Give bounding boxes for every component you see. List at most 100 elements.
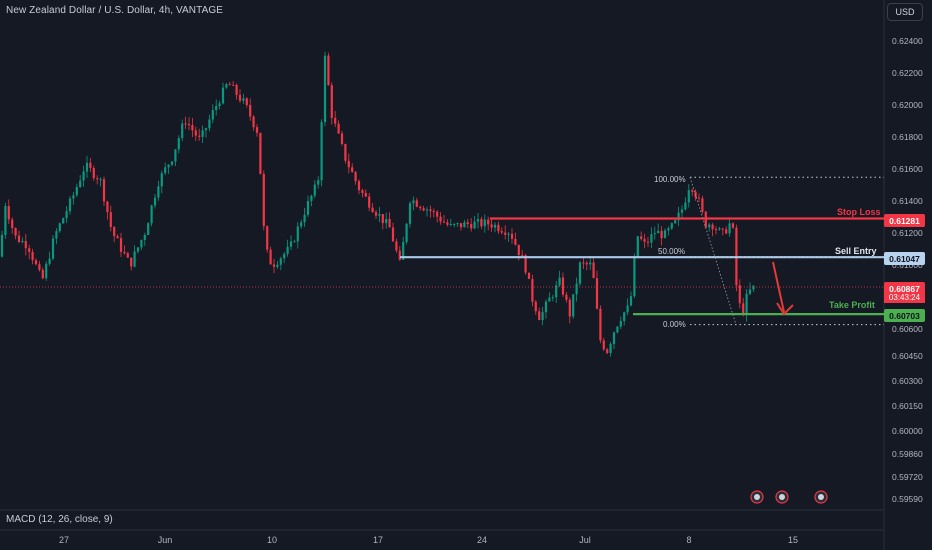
candle-body [697,197,701,199]
candle-body [674,220,677,224]
candle-body [582,262,585,264]
candle-body [629,296,633,306]
candle-body [187,123,191,126]
fib-trend-line [689,177,737,325]
price-tick-label: 0.60000 [892,426,923,436]
candle-body [616,326,619,333]
candle-body [374,212,378,216]
price-tick-label: 0.61800 [892,132,923,142]
candle-body [259,132,262,174]
candle-body [92,167,95,179]
price-tick-label: 0.62000 [892,100,923,110]
candle-body [357,181,361,191]
candle-body [313,184,316,196]
price-tick-label: 0.61400 [892,196,923,206]
candle-body [48,258,51,264]
candle-body [453,223,456,225]
candle-body [45,263,48,279]
chart-grid [0,0,885,550]
time-tick-label: 10 [267,535,277,545]
candle-body [41,269,44,279]
candle-body [745,293,748,315]
candle-body [72,195,75,199]
candle-body [351,167,354,173]
candle-body [473,221,476,229]
time-tick-label: Jun [158,535,173,545]
candle-body [504,232,507,235]
candle-body [340,133,344,144]
candle-body [711,224,714,230]
candle-body [718,228,721,230]
price-tick-label: 0.59720 [892,472,923,482]
candle-body [293,241,296,243]
candle-body [276,264,279,267]
candle-body [517,244,520,255]
candle-body [136,247,140,252]
candle-body [0,234,4,257]
candle-body [408,203,412,224]
take-profit-price-tag: 0.60703 [884,309,925,322]
candle-body [24,240,27,249]
sell-arrow-head [776,302,794,316]
candle-body [269,249,272,265]
candle-body [14,227,17,236]
time-tick-label: Jul [579,535,591,545]
price-tick-label: 0.62400 [892,36,923,46]
candle-countdown: 03:43:24 [884,292,925,303]
candle-body [466,222,469,224]
candle-body [51,238,55,259]
time-tick-label: 27 [59,535,69,545]
candle-body [245,98,248,106]
candle-body [262,173,265,227]
candle-body [96,178,99,180]
time-tick-label: 15 [788,535,798,545]
candle-body [58,223,61,232]
candle-body [68,198,72,212]
candle-body [721,228,724,230]
candle-body [164,167,167,174]
candle-body [249,105,252,117]
candle-body [327,55,330,86]
candle-body [687,190,690,203]
time-tick-label: 17 [373,535,383,545]
candle-body [531,278,534,302]
candle-body [391,227,395,242]
price-tick-label: 0.60600 [892,324,923,334]
candle-body [521,254,524,256]
candle-body [157,186,160,198]
candle-body [714,229,718,231]
candle-body [153,197,157,206]
candle-body [487,219,490,225]
candle-body [752,285,755,290]
chart-title: New Zealand Dollar / U.S. Dollar, 4h, VA… [6,5,223,16]
price-tick-label: 0.60300 [892,376,923,386]
candle-body [436,211,439,217]
candle-body [677,212,680,221]
candle-body [422,208,425,211]
candle-body [565,294,568,300]
candle-body [330,85,333,118]
candle-body [303,214,306,223]
candle-body [354,172,357,182]
candle-body [538,311,541,321]
currency-button[interactable]: USD [887,3,923,21]
candle-body [684,202,687,210]
candle-body [181,123,184,139]
candle-body [660,230,663,239]
sell-arrow-shaft [772,261,785,313]
candle-body [201,130,204,137]
candle-body [589,262,592,265]
candle-body [255,127,259,133]
candle-body [470,223,473,229]
candle-body [568,299,571,317]
candle-body [592,262,595,279]
candle-body [725,229,728,234]
candle-body [283,253,286,259]
candle-body [65,211,68,219]
candle-body [174,149,177,162]
candle-body [317,180,320,185]
candle-body [225,84,228,88]
macd-indicator-label[interactable]: MACD (12, 26, close, 9) [6,514,113,525]
price-tick-label: 0.59860 [892,449,923,459]
